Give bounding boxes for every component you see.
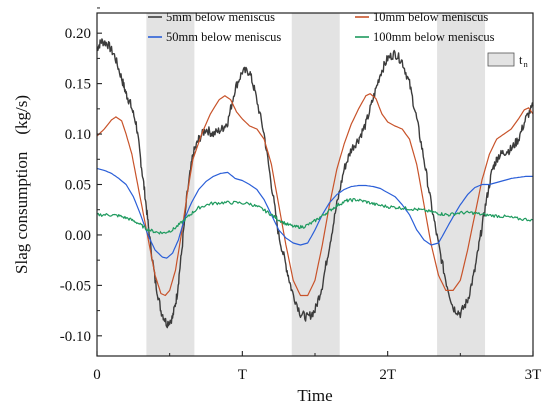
- shaded-region-3: [437, 13, 486, 356]
- series-line-1: [96, 38, 534, 329]
- x-axis-title: Time: [297, 386, 332, 405]
- legend-label-2: 10mm below meniscus: [373, 10, 488, 24]
- series-line-4: [96, 197, 534, 235]
- legend-label-tn-subscript: n: [524, 59, 529, 69]
- x-tick-label: 2T: [379, 367, 396, 383]
- legend-label-4: 100mm below meniscus: [373, 30, 495, 44]
- shaded-region-1: [146, 13, 195, 356]
- legend-label-1: 5mm below meniscus: [166, 10, 275, 24]
- y-tick-label: 0.15: [65, 77, 91, 93]
- shaded-regions: [146, 13, 486, 356]
- legend-swatch-tn: [487, 52, 515, 67]
- y-tick-label: 0.10: [65, 127, 91, 143]
- x-tick-label: 3T: [525, 367, 542, 383]
- series-line-2: [96, 93, 534, 297]
- y-axis-title: Slag consumption (kg/s): [12, 95, 31, 274]
- y-tick-label: -0.05: [60, 278, 91, 294]
- legend-label-3: 50mm below meniscus: [166, 30, 281, 44]
- legend-label-tn: t: [519, 53, 523, 67]
- x-tick-label: 0: [93, 367, 101, 383]
- y-tick-label: 0.20: [65, 26, 91, 42]
- shaded-region-2: [291, 13, 340, 356]
- series-line-3: [96, 167, 533, 259]
- y-tick-label: -0.10: [60, 329, 91, 345]
- y-tick-label: 0.00: [65, 228, 91, 244]
- axis-ticks: -0.10 -0.05 0.00 0.05 0.10 0.15 0.20 0 T 2T 3T: [60, 7, 542, 383]
- y-tick-label: 0.05: [65, 178, 91, 194]
- x-tick-label: T: [238, 367, 247, 383]
- legend: 5mm below meniscus 10mm below meniscus 50m…: [148, 10, 529, 69]
- series-lines: [96, 38, 534, 329]
